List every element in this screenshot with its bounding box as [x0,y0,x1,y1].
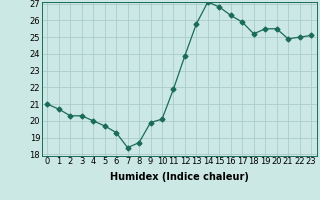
X-axis label: Humidex (Indice chaleur): Humidex (Indice chaleur) [110,172,249,182]
